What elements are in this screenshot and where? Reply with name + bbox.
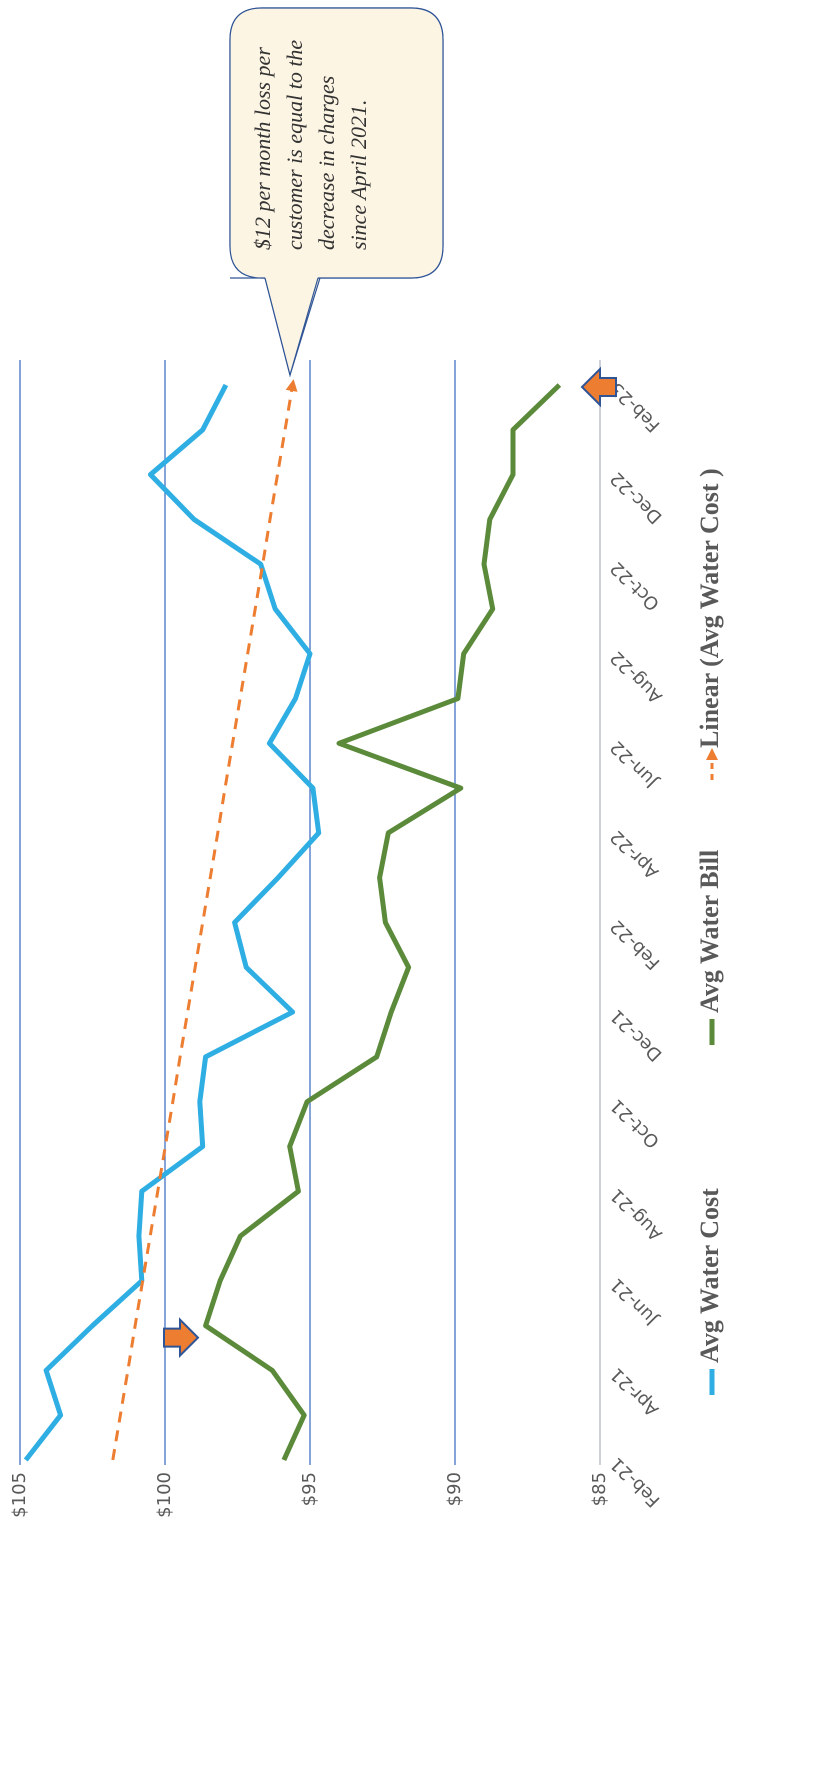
legend-label: Avg Water Bill (695, 850, 724, 1013)
x-tick-label: Apr-22 (606, 826, 663, 883)
callout-box-body (229, 7, 444, 279)
annotation: decrease in charges (314, 76, 339, 250)
x-tick-label: Oct-21 (606, 1095, 664, 1153)
trend-line (111, 379, 298, 1461)
x-tick-label: Jun-21 (606, 1274, 662, 1330)
legend-label: Linear (Avg Water Cost ) (695, 468, 724, 748)
series-line (23, 383, 322, 1462)
annotation: since April 2021. (346, 99, 371, 250)
x-tick-label: Apr-21 (606, 1363, 663, 1420)
callout-arrow (163, 1317, 200, 1359)
y-tick-label: $100 (154, 1472, 175, 1518)
x-tick-label: Feb-21 (606, 1453, 664, 1511)
x-tick-label: Feb-22 (606, 915, 664, 973)
callout-tail (265, 277, 318, 375)
x-tick-label: Aug-21 (606, 1184, 666, 1244)
x-tick-label: Jun-22 (606, 736, 662, 792)
x-tick-label: Aug-22 (606, 647, 666, 707)
callout-tail-edge (264, 277, 319, 378)
x-tick-label: Dec-21 (606, 1005, 666, 1065)
legend-label: Avg Water Cost (695, 1188, 724, 1363)
plot-area: $85 $90 $95 $100 $105 Feb-21 Apr-21 Jun-21 Aug-2… (9, 7, 724, 1518)
y-tick-label: $105 (9, 1472, 30, 1518)
series-line (203, 383, 562, 1462)
y-tick-label: $95 (299, 1472, 320, 1506)
y-tick-label: $90 (444, 1472, 465, 1506)
annotation: customer is equal to the (282, 40, 307, 250)
x-tick-label: Dec-22 (606, 468, 666, 528)
x-tick-label: Oct-22 (606, 557, 664, 615)
callout-arrow (580, 366, 617, 408)
y-tick-label: $85 (589, 1472, 610, 1506)
annotation: $12 per month loss per (250, 47, 275, 250)
